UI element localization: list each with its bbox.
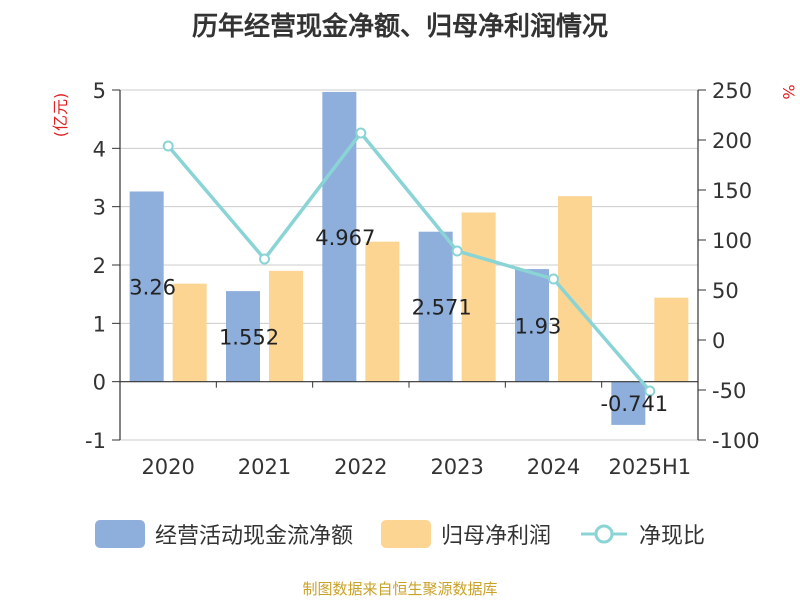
ratio-point: [162, 140, 174, 152]
bar-cashflow: [322, 91, 357, 382]
legend-item-ratio[interactable]: 净现比: [579, 518, 705, 550]
right-tick-label: 50: [712, 279, 739, 303]
bar-value-label: 4.967: [315, 226, 375, 250]
bar-profit: [461, 212, 496, 382]
bar-profit: [654, 297, 689, 382]
bar-value-label: 3.26: [129, 276, 176, 300]
bar-cashflow: [611, 381, 646, 425]
bar-profit: [365, 241, 400, 382]
x-tick-label: 2020: [141, 455, 194, 479]
right-tick-label: 0: [712, 329, 725, 353]
source-note: 制图数据来自恒生聚源数据库: [302, 580, 498, 598]
bar-value-label: 1.93: [515, 314, 562, 338]
ratio-line: [162, 127, 656, 397]
legend-item-profit[interactable]: 归母净利润: [380, 518, 551, 550]
legend-swatch-ratio: [581, 524, 627, 544]
ratio-point: [259, 253, 270, 265]
bar-cashflow: [515, 269, 549, 382]
bar-value-label: -0.741: [600, 392, 668, 416]
right-tick-label: 250: [712, 79, 752, 103]
grid: [120, 89, 698, 441]
legend-item-cashflow[interactable]: 经营活动现金流净额: [94, 518, 353, 550]
chart-canvas: (亿元) % -1 0 1 2 3 4 5 -100 -50 0 50 100 150 200 250 202…: [51, 79, 798, 479]
left-tick-label: 3: [93, 196, 106, 220]
ratio-line-path: [166, 131, 652, 393]
legend-label-profit: 归母净利润: [440, 524, 551, 549]
bar-profit: [269, 270, 303, 382]
bar-cashflow: [129, 191, 164, 382]
ratio-point: [451, 245, 463, 257]
bar-profit: [172, 283, 207, 382]
left-tick-label: 2: [93, 254, 106, 278]
legend-swatch-profit: [380, 520, 431, 548]
legend: 经营活动现金流净额 归母净利润 净现比: [0, 514, 800, 554]
axes: -1 0 1 2 3 4 5 -100 -50 0 50 100 150 200 250 2020 2021 20…: [85, 79, 760, 479]
right-tick-label: -50: [712, 379, 746, 403]
right-tick-label: 100: [712, 229, 752, 253]
legend-swatch-cashflow: [94, 520, 145, 548]
left-tick-label: -1: [85, 429, 106, 453]
x-tick-label: 2023: [430, 455, 483, 479]
left-tick-label: 0: [93, 371, 106, 395]
left-tick-label: 5: [93, 79, 106, 103]
data-labels: 3.26 1.552 4.967 2.571 1.93 -0.741: [129, 226, 668, 416]
left-tick-label: 4: [93, 137, 106, 161]
legend-label-cashflow: 经营活动现金流净额: [154, 524, 353, 549]
ratio-point: [548, 273, 559, 285]
bars: [129, 91, 689, 425]
bar-value-label: 1.552: [219, 325, 279, 349]
x-tick-label: 2022: [334, 455, 387, 479]
right-axis-unit: %: [779, 84, 798, 99]
bar-cashflow: [418, 231, 453, 382]
x-tick-label: 2024: [527, 455, 580, 479]
left-axis-unit: (亿元): [51, 93, 70, 138]
bar-value-label: 2.571: [412, 296, 472, 320]
right-tick-label: 150: [712, 179, 752, 203]
x-tick-label: 2025H1: [609, 455, 692, 479]
ratio-point: [355, 127, 367, 139]
left-tick-label: 1: [93, 312, 106, 336]
x-tick-label: 2021: [238, 455, 291, 479]
ratio-point: [644, 385, 656, 397]
right-tick-label: 200: [712, 129, 752, 153]
legend-label-ratio: 净现比: [639, 524, 706, 549]
bar-cashflow: [226, 291, 260, 382]
chart-title: 历年经营现金净额、归母净利润情况: [191, 12, 608, 42]
right-tick-label: -100: [712, 429, 760, 453]
